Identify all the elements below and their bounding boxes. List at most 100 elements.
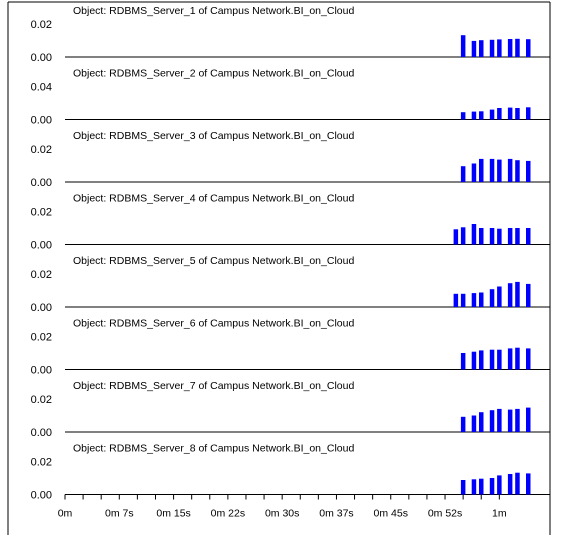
- bar: [479, 158, 484, 182]
- y-tick-label-zero: 0.00: [31, 177, 52, 189]
- x-tick-label: 0m 7s: [105, 508, 134, 520]
- bar: [526, 107, 531, 120]
- bar: [489, 478, 495, 495]
- bar: [479, 350, 484, 370]
- bar: [507, 348, 513, 370]
- x-tick-label: 0m 37s: [319, 508, 353, 520]
- x-tick-label: 1m: [492, 508, 507, 520]
- bar: [460, 227, 466, 245]
- panel-title: Object: RDBMS_Server_4 of Campus Network…: [73, 193, 354, 205]
- bar: [471, 351, 477, 370]
- y-tick-label-top: 0.02: [31, 144, 52, 156]
- y-tick-label-top: 0.02: [31, 394, 52, 406]
- panel-title: Object: RDBMS_Server_7 of Campus Network…: [73, 380, 354, 392]
- panel-title: Object: RDBMS_Server_2 of Campus Network…: [73, 68, 354, 80]
- y-tick-label-top: 0.02: [31, 269, 52, 281]
- bar: [497, 349, 502, 370]
- bar: [515, 38, 520, 57]
- bar: [526, 407, 531, 432]
- bar: [460, 112, 466, 120]
- bar: [489, 228, 495, 245]
- x-tick-label: 0m 45s: [374, 508, 408, 520]
- bar: [453, 293, 459, 307]
- bar: [526, 473, 531, 495]
- y-tick-label-top: 0.02: [31, 207, 52, 219]
- panel-title: Object: RDBMS_Server_5 of Campus Network…: [73, 255, 354, 267]
- bar: [479, 292, 484, 307]
- bar: [507, 228, 513, 245]
- bar: [507, 158, 513, 182]
- y-tick-label-zero: 0.00: [31, 427, 52, 439]
- y-tick-label-top: 0.04: [31, 82, 52, 94]
- bar: [489, 289, 495, 307]
- bar: [471, 111, 477, 120]
- bar: [489, 109, 495, 120]
- bar: [471, 415, 477, 432]
- y-tick-label-zero: 0.00: [31, 240, 52, 252]
- bar: [471, 163, 477, 182]
- panel-title: Object: RDBMS_Server_3 of Campus Network…: [73, 130, 354, 142]
- bar: [489, 410, 495, 432]
- bar: [497, 108, 502, 120]
- bar: [526, 283, 531, 307]
- bar: [460, 353, 466, 370]
- bar: [479, 111, 484, 120]
- bar: [489, 349, 495, 370]
- bar: [507, 283, 513, 307]
- bar: [515, 160, 520, 182]
- bar: [460, 293, 466, 307]
- bar: [479, 412, 484, 432]
- bar: [479, 40, 484, 57]
- panel-title: Object: RDBMS_Server_1 of Campus Network…: [73, 5, 354, 17]
- bar: [507, 474, 513, 495]
- bar: [460, 35, 466, 57]
- bar: [479, 478, 484, 495]
- bar: [471, 40, 477, 57]
- bar: [526, 160, 531, 182]
- bar: [497, 159, 502, 182]
- bar: [497, 228, 502, 245]
- bar: [489, 39, 495, 57]
- y-tick-label-zero: 0.00: [31, 490, 52, 502]
- bar: [471, 293, 477, 307]
- x-tick-label: 0m 22s: [211, 508, 245, 520]
- bar: [497, 408, 502, 432]
- bar: [453, 229, 459, 245]
- bar: [460, 480, 466, 495]
- y-tick-label-zero: 0.00: [31, 115, 52, 127]
- x-tick-label: 0m: [58, 508, 73, 520]
- y-tick-label-top: 0.02: [31, 457, 52, 469]
- bar: [515, 347, 520, 370]
- bar: [460, 416, 466, 432]
- x-tick-label: 0m 52s: [428, 508, 462, 520]
- bar: [497, 39, 502, 57]
- bar: [460, 166, 466, 182]
- bar: [497, 286, 502, 307]
- y-tick-label-zero: 0.00: [31, 52, 52, 64]
- bar: [507, 107, 513, 120]
- bar: [471, 479, 477, 495]
- x-tick-label: 0m 15s: [156, 508, 190, 520]
- bar: [515, 228, 520, 245]
- bar: [507, 409, 513, 432]
- bar: [507, 39, 513, 57]
- panel-title: Object: RDBMS_Server_8 of Campus Network…: [73, 443, 354, 455]
- bar: [526, 39, 531, 57]
- bar: [515, 472, 520, 495]
- bar: [489, 158, 495, 182]
- y-tick-label-top: 0.02: [31, 332, 52, 344]
- y-tick-label-zero: 0.00: [31, 365, 52, 377]
- bar: [479, 228, 484, 245]
- bar: [526, 228, 531, 245]
- bar: [471, 224, 477, 245]
- bar: [497, 475, 502, 495]
- x-tick-label: 0m 30s: [265, 508, 299, 520]
- panel-title: Object: RDBMS_Server_6 of Campus Network…: [73, 318, 354, 330]
- bar: [515, 408, 520, 432]
- y-tick-label-top: 0.02: [31, 19, 52, 31]
- bar: [515, 108, 520, 120]
- y-tick-label-zero: 0.00: [31, 302, 52, 314]
- bar: [515, 281, 520, 307]
